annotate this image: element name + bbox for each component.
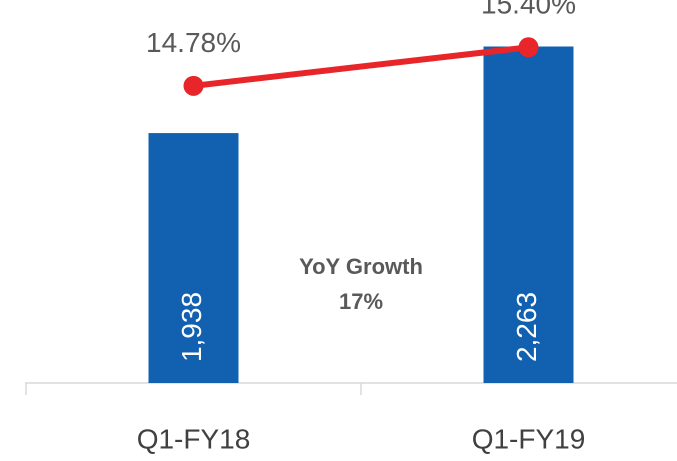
annotation: 17% (339, 289, 383, 314)
line-value-label: 15.40% (481, 0, 576, 20)
line-value-label: 14.78% (146, 27, 241, 58)
bar-value-label: 1,938 (176, 292, 207, 362)
line (193, 44, 529, 89)
annotation: YoY Growth (299, 254, 423, 279)
bar (148, 133, 239, 383)
bar-value-label: 2,263 (511, 292, 542, 362)
line-marker (518, 37, 539, 58)
x-tick-label: Q1-FY19 (472, 423, 586, 454)
x-tick-label: Q1-FY18 (137, 423, 251, 454)
bar (483, 46, 574, 384)
line-marker (183, 75, 204, 96)
